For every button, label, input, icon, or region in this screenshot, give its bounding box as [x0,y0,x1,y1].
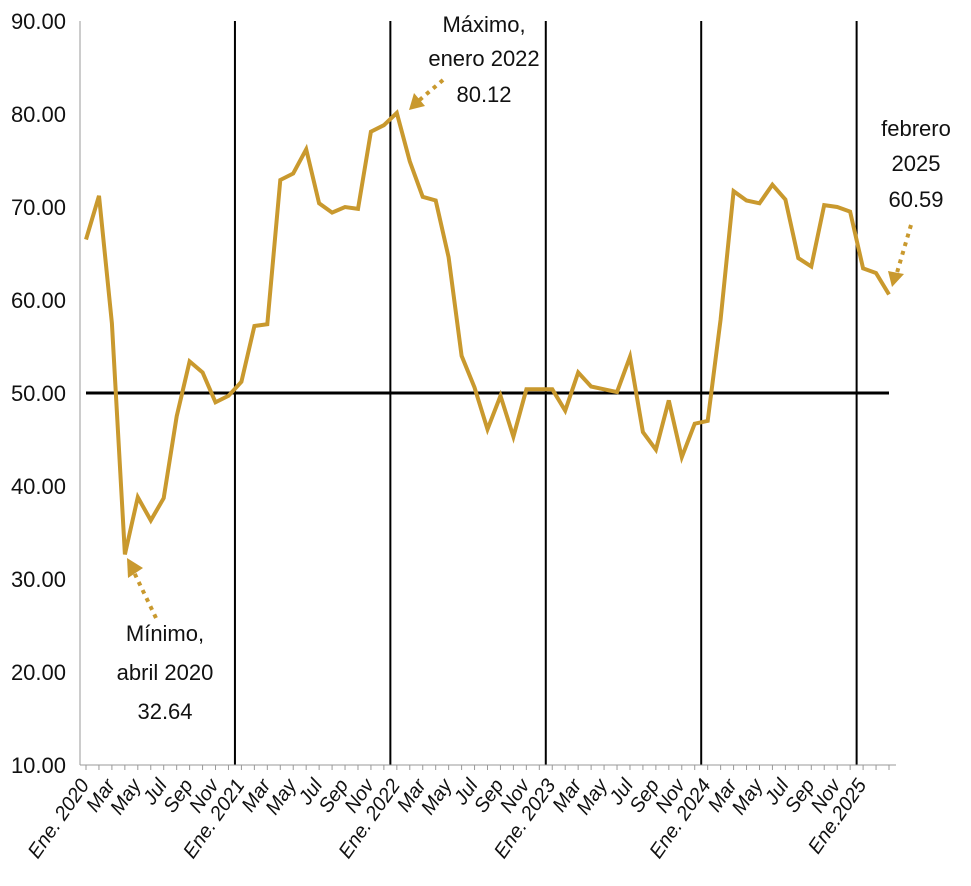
annotation-minimum-line1: Mínimo, [126,621,204,646]
y-tick-label: 20.00 [11,660,66,685]
annotation-maximum: Máximo, enero 2022 80.12 [409,12,540,110]
y-axis-tick-labels: 10.00 20.00 30.00 40.00 50.00 60.00 70.00 80.00… [11,9,66,778]
annotation-maximum-arrowhead [409,93,425,110]
y-tick-label: 10.00 [11,753,66,778]
annotation-minimum-arrowhead [127,558,143,578]
annotation-latest-line1: febrero [881,116,951,141]
annotation-latest: febrero 2025 60.59 [881,116,951,287]
y-tick-label: 40.00 [11,474,66,499]
annotation-minimum-line3: 32.64 [137,699,192,724]
annotation-minimum: Mínimo, abril 2020 32.64 [117,558,214,724]
annotation-maximum-line2: enero 2022 [428,46,539,71]
annotation-minimum-line2: abril 2020 [117,660,214,685]
y-tick-label: 50.00 [11,381,66,406]
x-axis-ticks [85,765,890,770]
annotation-maximum-line1: Máximo, [442,12,525,37]
annotation-latest-arrow [894,224,913,277]
annotation-latest-line3: 60.59 [888,187,943,212]
y-tick-label: 80.00 [11,102,66,127]
y-tick-label: 60.00 [11,288,66,313]
annotation-maximum-line3: 80.12 [456,82,511,107]
y-tick-label: 70.00 [11,195,66,220]
x-tick-label: Ene. 2020 [24,775,94,862]
annotation-minimum-arrow [129,565,158,619]
y-tick-label: 90.00 [11,9,66,34]
annotation-latest-line2: 2025 [892,151,941,176]
y-tick-label: 30.00 [11,567,66,592]
series-line [84,109,891,555]
annotation-maximum-arrow [414,78,445,105]
annotation-latest-arrowhead [888,271,904,287]
